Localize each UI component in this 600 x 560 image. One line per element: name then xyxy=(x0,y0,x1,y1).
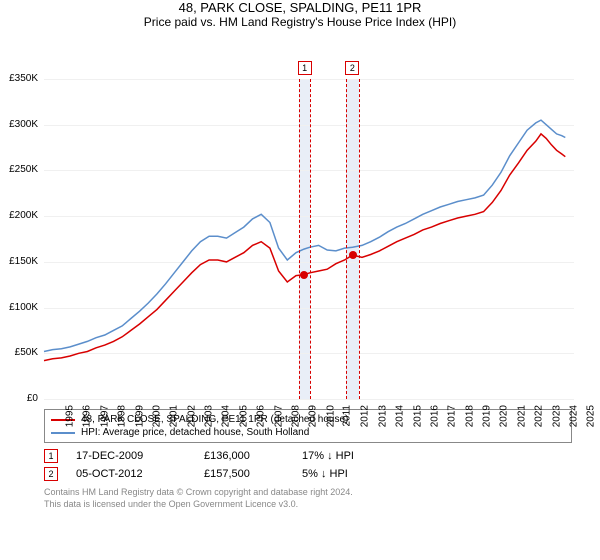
marker-number: 2 xyxy=(345,61,359,75)
marker-number: 1 xyxy=(298,61,312,75)
footer: Contains HM Land Registry data © Crown c… xyxy=(44,487,572,510)
sale-date: 05-OCT-2012 xyxy=(76,468,186,480)
sale-diff: 5% ↓ HPI xyxy=(302,468,392,480)
footer-line2: This data is licensed under the Open Gov… xyxy=(44,499,572,511)
sale-point xyxy=(349,251,357,259)
table-row: 2 05-OCT-2012 £157,500 5% ↓ HPI xyxy=(44,465,572,483)
row-marker: 1 xyxy=(44,449,58,463)
sale-price: £157,500 xyxy=(204,468,284,480)
title-line2: Price paid vs. HM Land Registry's House … xyxy=(0,15,600,29)
sales-table: 1 17-DEC-2009 £136,000 17% ↓ HPI 2 05-OCT-201… xyxy=(44,447,572,483)
footer-line1: Contains HM Land Registry data © Crown c… xyxy=(44,487,572,499)
sale-date: 17-DEC-2009 xyxy=(76,450,186,462)
row-marker: 2 xyxy=(44,467,58,481)
sale-point xyxy=(300,271,308,279)
price-chart: £0£50K£100K£150K£200K£250K£300K£350K1995… xyxy=(0,35,600,403)
series-line xyxy=(44,120,565,351)
sale-diff: 17% ↓ HPI xyxy=(302,450,392,462)
sale-price: £136,000 xyxy=(204,450,284,462)
table-row: 1 17-DEC-2009 £136,000 17% ↓ HPI xyxy=(44,447,572,465)
title-line1: 48, PARK CLOSE, SPALDING, PE11 1PR xyxy=(0,0,600,15)
